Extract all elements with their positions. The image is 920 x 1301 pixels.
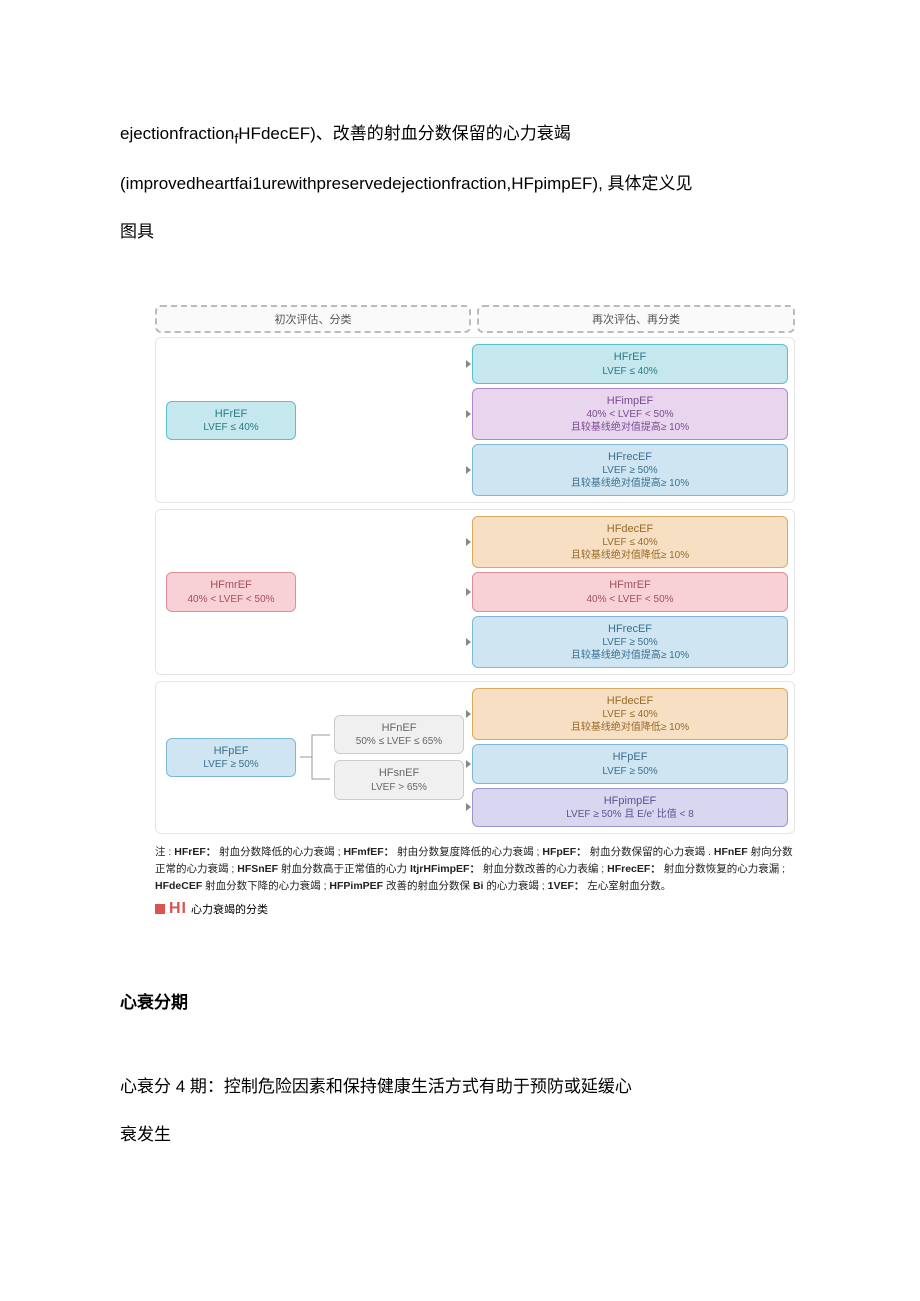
- node-hfsnef: HFsnEFLVEF > 65%: [334, 760, 464, 799]
- node-subtitle: LVEF ≥ 50% 且 E/e' 比值 < 8: [479, 808, 781, 821]
- footnote-term: HFrecEF：: [607, 863, 661, 875]
- node-title: HFpEF: [173, 744, 289, 758]
- footnote-def: 射血分数高于正常值的心力: [278, 863, 410, 875]
- classification-group: HFrEFLVEF ≤ 40%HFrEFLVEF ≤ 40%HFimpEF40%…: [155, 337, 795, 503]
- node-hfpef: HFpEFLVEF ≥ 50%: [166, 738, 296, 777]
- node-subtitle: LVEF ≥ 50%: [479, 636, 781, 649]
- figure-tag: HI: [169, 900, 187, 918]
- figure-marker-icon: [155, 904, 165, 914]
- header-initial: 初次评估、分类: [155, 305, 471, 333]
- node-subtitle: LVEF ≥ 50%: [173, 758, 289, 771]
- node-title: HFimpEF: [479, 394, 781, 408]
- node-title: HFpEF: [479, 750, 781, 764]
- intro-line3: 图具: [120, 222, 154, 241]
- node-subtitle: LVEF ≤ 40%: [479, 365, 781, 378]
- node-title: HFrecEF: [479, 622, 781, 636]
- footnote-def: 射血分数降低的心力衰竭 ;: [216, 846, 343, 858]
- node-subtitle: LVEF ≤ 40%: [479, 536, 781, 549]
- footnote-term: HFSnEF: [237, 863, 278, 875]
- intro-line1b: HFdecEF)、改善的射血分数保留的心力衰竭: [238, 124, 570, 143]
- node-subtitle: LVEF > 65%: [341, 781, 457, 794]
- node-title: HFmrEF: [173, 578, 289, 592]
- header-reassess: 再次评估、再分类: [477, 305, 795, 333]
- node-subtitle: 且较基线绝对值提高≥ 10%: [479, 477, 781, 490]
- node-hfpimpef: HFpimpEFLVEF ≥ 50% 且 E/e' 比值 < 8: [472, 788, 788, 827]
- node-hfref: HFrEFLVEF ≤ 40%: [472, 344, 788, 383]
- node-hfmref: HFmrEF40% < LVEF < 50%: [166, 572, 296, 611]
- intro-paragraph: ejectionfractionfHFdecEF)、改善的射血分数保留的心力衰竭…: [120, 110, 860, 255]
- node-title: HFrEF: [173, 407, 289, 421]
- figure-caption: 心力衰竭的分类: [191, 901, 268, 917]
- node-subtitle: LVEF ≥ 50%: [479, 464, 781, 477]
- node-hfimpef: HFimpEF40% < LVEF < 50%且较基线绝对值提高≥ 10%: [472, 388, 788, 440]
- node-hfref: HFrEFLVEF ≤ 40%: [166, 401, 296, 440]
- footnote-def: 的心力衰竭 ;: [483, 880, 547, 892]
- node-subtitle: 且较基线绝对值提高≥ 10%: [479, 649, 781, 662]
- node-subtitle: 40% < LVEF < 50%: [479, 593, 781, 606]
- node-title: HFmrEF: [479, 578, 781, 592]
- footnote-term: 1VEF：: [548, 880, 585, 892]
- body-paragraph: 心衰分 4 期：控制危险因素和保持健康生活方式有助于预防或延缓心 衰发生: [120, 1063, 860, 1158]
- intro-line1a: ejectionfraction: [120, 124, 234, 143]
- node-subtitle: 50% ≤ LVEF ≤ 65%: [341, 735, 457, 748]
- node-title: HFrecEF: [479, 450, 781, 464]
- node-subtitle: LVEF ≥ 50%: [479, 765, 781, 778]
- node-subtitle: 且较基线绝对值提高≥ 10%: [479, 421, 781, 434]
- node-title: HFrEF: [479, 350, 781, 364]
- node-subtitle: 40% < LVEF < 50%: [479, 408, 781, 421]
- node-subtitle: 40% < LVEF < 50%: [173, 593, 289, 606]
- node-hfnef: HFnEF50% ≤ LVEF ≤ 65%: [334, 715, 464, 754]
- node-hfdecef: HFdecEFLVEF ≤ 40%且较基线绝对值降低≥ 10%: [472, 516, 788, 568]
- footnote-term: HFmfEF：: [343, 846, 394, 858]
- footnote-term: ItjrHFimpEF：: [410, 863, 480, 875]
- footnote-def: 射由分数复度降低的心力衰竭 ;: [394, 846, 542, 858]
- node-hfrecef: HFrecEFLVEF ≥ 50%且较基线绝对值提高≥ 10%: [472, 616, 788, 668]
- node-hfmref: HFmrEF40% < LVEF < 50%: [472, 572, 788, 611]
- classification-group: HFpEFLVEF ≥ 50%HFnEF50% ≤ LVEF ≤ 65%HFsn…: [155, 681, 795, 834]
- body-line1: 心衰分 4 期：控制危险因素和保持健康生活方式有助于预防或延缓心: [120, 1077, 632, 1096]
- footnote-def: 射血分数改善的心力表编 ;: [480, 863, 607, 875]
- footnote-term: HFpEF：: [542, 846, 586, 858]
- node-subtitle: LVEF ≤ 40%: [479, 708, 781, 721]
- body-line2: 衰发生: [120, 1125, 171, 1144]
- footnote-term: HFPimPEF: [329, 880, 383, 892]
- classification-diagram: 初次评估、分类 再次评估、再分类 HFrEFLVEF ≤ 40%HFrEFLVE…: [155, 305, 795, 834]
- footnote-def: 射血分数下降的心力衰竭 ;: [202, 880, 329, 892]
- classification-group: HFmrEF40% < LVEF < 50%HFdecEFLVEF ≤ 40%且…: [155, 509, 795, 675]
- intro-line2: (improvedheartfai1urewithpreservedejecti…: [120, 174, 693, 193]
- node-title: HFdecEF: [479, 694, 781, 708]
- footnote-def: 左心室射血分数。: [584, 880, 671, 892]
- node-title: HFsnEF: [341, 766, 457, 780]
- footnote-term: Bi: [473, 880, 484, 892]
- node-subtitle: 且较基线绝对值降低≥ 10%: [479, 721, 781, 734]
- section-heading: 心衰分期: [120, 988, 860, 1013]
- node-hfpef: HFpEFLVEF ≥ 50%: [472, 744, 788, 783]
- footnote-term: HFnEF: [714, 846, 748, 858]
- footnote-def: 改善的射血分数保: [383, 880, 473, 892]
- footnote-def: 射血分数保留的心力衰竭 .: [587, 846, 714, 858]
- node-subtitle: 且较基线绝对值降低≥ 10%: [479, 549, 781, 562]
- node-title: HFdecEF: [479, 522, 781, 536]
- figure-label: HI 心力衰竭的分类: [155, 900, 860, 918]
- node-title: HFpimpEF: [479, 794, 781, 808]
- footnote-term: HFrEF：: [174, 846, 216, 858]
- footnote-prefix: 注 :: [155, 846, 174, 858]
- node-subtitle: LVEF ≤ 40%: [173, 421, 289, 434]
- connector-icon: [300, 713, 330, 801]
- footnote-term: HFdeCEF: [155, 880, 202, 892]
- node-hfdecef: HFdecEFLVEF ≤ 40%且较基线绝对值降低≥ 10%: [472, 688, 788, 740]
- footnote: 注 : HFrEF： 射血分数降低的心力衰竭 ; HFmfEF： 射由分数复度降…: [155, 844, 795, 894]
- node-title: HFnEF: [341, 721, 457, 735]
- footnote-def: 射血分数恢复的心力衰漏 ;: [661, 863, 785, 875]
- node-hfrecef: HFrecEFLVEF ≥ 50%且较基线绝对值提高≥ 10%: [472, 444, 788, 496]
